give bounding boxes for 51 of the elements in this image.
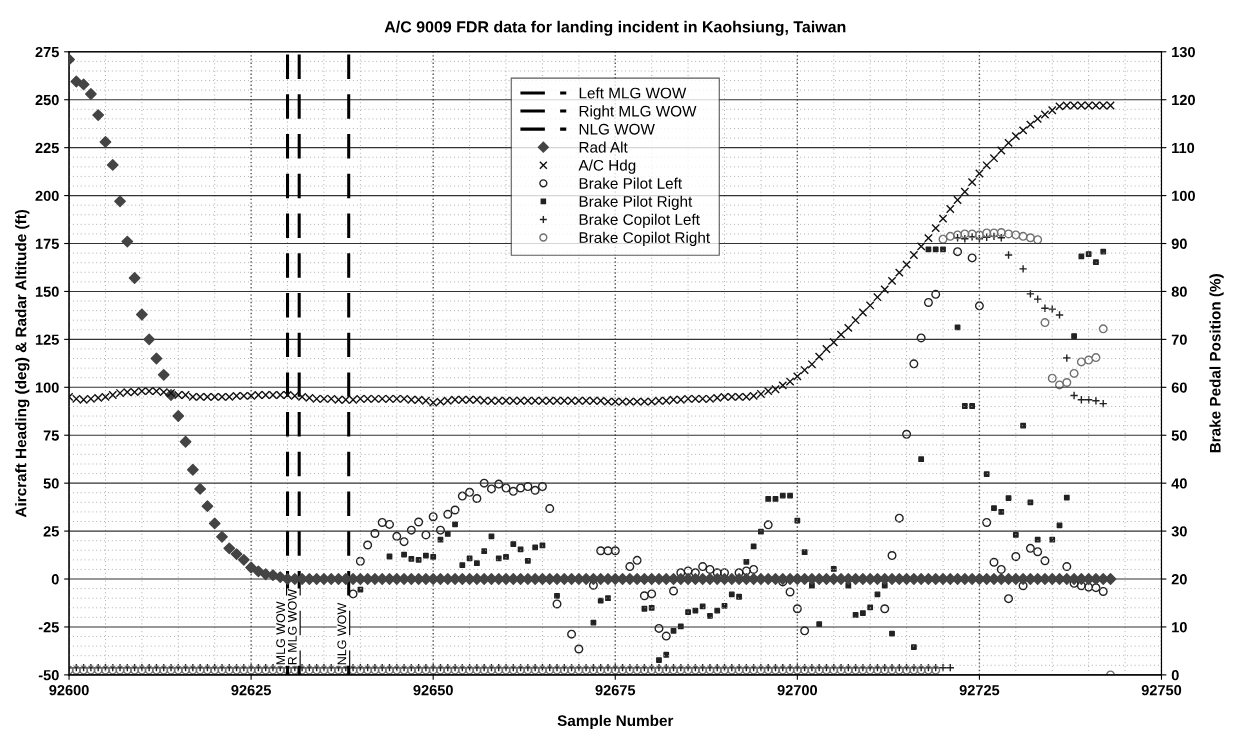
y2-tick-label: 110 (1172, 142, 1195, 154)
y2-tick-label: 100 (1172, 190, 1195, 202)
y2-tick-label: 90 (1171, 238, 1187, 249)
y2-tick-label: 70 (1171, 334, 1187, 345)
x-tick-label: 92650 (413, 684, 453, 696)
chart-title: A/C 9009 FDR data for landing incident in Kaohsiung, Taiwan (384, 20, 846, 36)
y-tick-label: 175 (35, 238, 59, 249)
y2-tick-label: 30 (1171, 526, 1187, 537)
y-tick-label: 200 (35, 190, 59, 202)
y-tick-label: 225 (35, 142, 59, 154)
y-tick-label: 0 (51, 574, 59, 585)
legend-label: A/C Hdg (578, 159, 636, 174)
annotation: R MLG WOW (287, 588, 297, 665)
x-tick-label: 92700 (777, 684, 818, 696)
x-tick-label: 92725 (959, 684, 1000, 696)
y2-tick-label: 120 (1172, 94, 1195, 106)
legend-label: Rad Alt (579, 141, 628, 153)
legend-label: Brake Pilot Left (579, 177, 682, 189)
legend-label: Brake Pilot Right (579, 195, 693, 210)
y-tick-label: 75 (43, 430, 59, 441)
y2-tick-label: 50 (1171, 430, 1187, 441)
legend-label: Brake Copilot Right (579, 231, 710, 247)
x-tick-label: 92625 (231, 684, 271, 696)
y2-tick-label: 130 (1172, 46, 1195, 58)
y2-tick-label: 0 (1171, 669, 1179, 681)
legend-label: Brake Copilot Left (579, 213, 700, 228)
y-tick-label: -50 (38, 669, 59, 681)
y2-axis-title: Brake Pedal Position (%) (1209, 274, 1224, 453)
annotation: MLG WOW (276, 601, 286, 665)
y2-tick-label: 20 (1171, 574, 1187, 585)
y-tick-label: 25 (43, 526, 59, 537)
y2-tick-label: 10 (1172, 622, 1187, 633)
y-axis-title: Aircraft Heading (deg) & Radar Altitude (ft) (15, 209, 30, 518)
x-tick-label: 92750 (1141, 684, 1182, 696)
annotation: NLG WOW (337, 602, 347, 665)
y-tick-label: -25 (38, 622, 59, 633)
y2-tick-label: 60 (1171, 382, 1187, 393)
y-tick-label: 150 (35, 286, 59, 297)
y-tick-label: 275 (35, 46, 59, 58)
y-tick-label: 125 (35, 334, 59, 345)
y-tick-label: 250 (35, 94, 59, 106)
y2-tick-label: 80 (1171, 286, 1187, 297)
x-axis-title: Sample Number (557, 714, 674, 730)
legend-label: Right MLG WOW (579, 105, 697, 120)
legend-label: Left MLG WOW (579, 87, 687, 99)
y-tick-label: 100 (35, 382, 59, 393)
legend-label: NLG WOW (579, 123, 655, 135)
y-tick-label: 50 (43, 478, 59, 489)
y2-tick-label: 40 (1171, 478, 1187, 489)
x-tick-label: 92675 (595, 684, 636, 696)
x-tick-label: 92600 (49, 684, 89, 696)
